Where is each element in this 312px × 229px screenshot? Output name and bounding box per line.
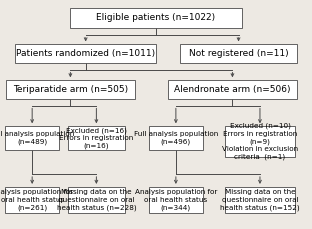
Text: Analysis population for
oral health status
(n=261): Analysis population for oral health stat… <box>0 189 73 210</box>
FancyBboxPatch shape <box>68 187 125 213</box>
FancyBboxPatch shape <box>68 126 125 150</box>
FancyBboxPatch shape <box>6 80 134 99</box>
FancyBboxPatch shape <box>225 126 295 157</box>
Text: Analysis population for
oral health status
(n=344): Analysis population for oral health stat… <box>135 189 217 210</box>
FancyBboxPatch shape <box>5 126 59 150</box>
Text: Teriparatide arm (n=505): Teriparatide arm (n=505) <box>13 85 128 94</box>
FancyBboxPatch shape <box>5 187 59 213</box>
Text: Excluded (n=10)
Errors in registration
(n=9)
Violation in exclusion
criteria  (n: Excluded (n=10) Errors in registration (… <box>222 123 298 160</box>
FancyBboxPatch shape <box>71 8 241 28</box>
Text: Missing data on the
questionnaire on oral
health status (n=228): Missing data on the questionnaire on ora… <box>56 189 136 210</box>
Text: Full analysis population
(n=489): Full analysis population (n=489) <box>0 131 74 145</box>
FancyBboxPatch shape <box>180 44 297 63</box>
Text: Alendronate arm (n=506): Alendronate arm (n=506) <box>174 85 291 94</box>
Text: Patients randomized (n=1011): Patients randomized (n=1011) <box>16 49 155 58</box>
FancyBboxPatch shape <box>168 80 297 99</box>
Text: Eligible patients (n=1022): Eligible patients (n=1022) <box>96 14 216 22</box>
FancyBboxPatch shape <box>225 187 295 213</box>
FancyBboxPatch shape <box>149 187 202 213</box>
FancyBboxPatch shape <box>149 126 202 150</box>
FancyBboxPatch shape <box>15 44 156 63</box>
Text: Not registered (n=11): Not registered (n=11) <box>189 49 288 58</box>
Text: Missing data on the
questionnaire on oral
health status (n=152): Missing data on the questionnaire on ora… <box>220 189 300 210</box>
Text: Full analysis population
(n=496): Full analysis population (n=496) <box>134 131 218 145</box>
Text: Excluded (n=16)
Errors in registration
(n=16): Excluded (n=16) Errors in registration (… <box>59 127 134 149</box>
